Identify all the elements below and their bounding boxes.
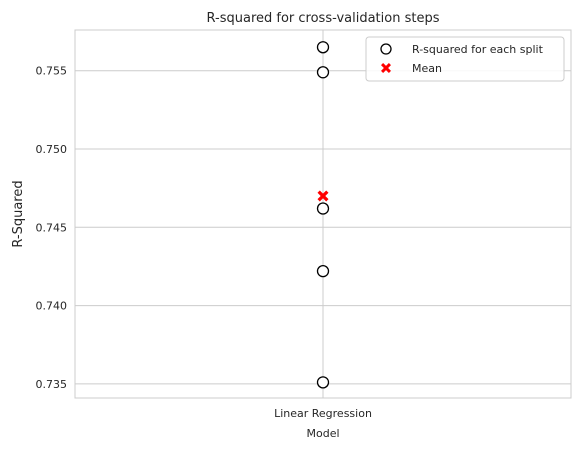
y-axis-label: R-Squared — [11, 180, 26, 247]
legend-box — [365, 36, 565, 82]
split-r-squared-point — [316, 265, 330, 278]
legend-x-marker — [381, 63, 391, 73]
x-axis-label: Model — [306, 427, 339, 440]
mean-marker — [317, 190, 329, 202]
split-r-squared-point — [316, 376, 330, 389]
y-tick-label: 0.740 — [36, 300, 68, 313]
chart-title: R-squared for cross-validation steps — [207, 11, 440, 26]
split-r-squared-point — [316, 41, 330, 54]
legend-circle-marker — [380, 43, 392, 55]
y-ticks: 0.735 0.740 0.745 0.750 0.755 — [36, 65, 68, 391]
legend: R-squared for each split Mean — [365, 36, 565, 82]
x-ticks: Linear Regression — [274, 407, 372, 420]
y-tick-label: 0.735 — [36, 378, 68, 391]
plot-area — [74, 29, 572, 399]
y-tick-label: 0.755 — [36, 65, 68, 78]
x-tick-label: Linear Regression — [274, 407, 372, 420]
legend-label: R-squared for each split — [412, 43, 544, 56]
y-tick-label: 0.750 — [36, 143, 68, 156]
legend-label: Mean — [412, 62, 442, 75]
data-points — [316, 41, 330, 389]
split-r-squared-point — [316, 66, 330, 79]
split-r-squared-point — [316, 202, 330, 215]
y-tick-label: 0.745 — [36, 221, 68, 234]
